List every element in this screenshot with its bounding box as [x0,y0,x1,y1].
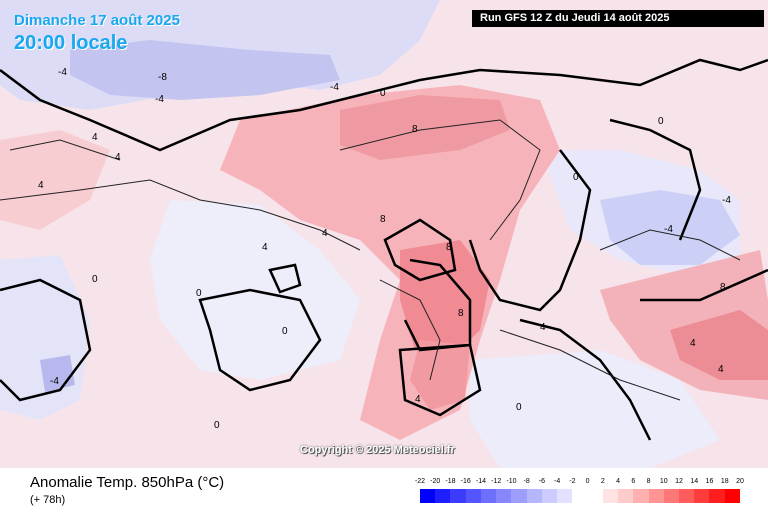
legend-label: -10 [506,478,517,485]
map-label: 8 [720,282,726,293]
warm-core-iceland [340,95,510,160]
map-label: -4 [58,67,67,78]
map-label: -8 [158,72,167,83]
legend-label: -8 [523,478,530,485]
map-label: -4 [50,376,59,387]
legend-swatch [602,489,619,503]
map-label: 0 [214,420,220,431]
map-label: 0 [196,288,202,299]
cold-anomaly-core [70,40,340,100]
warm-core-france [400,240,490,360]
map-label: 0 [516,402,522,413]
legend-label: 2 [600,478,605,485]
map-label: 0 [573,172,579,183]
legend-swatch [450,489,466,503]
legend-label: -18 [445,478,456,485]
map-label: 4 [415,394,421,405]
map-label: 4 [262,242,268,253]
warm-core-iberia [410,340,470,410]
local-time: 20:00 locale [14,32,128,54]
coastlines [0,58,768,441]
legend-label: 10 [659,478,668,485]
map-label: -4 [664,224,673,235]
map-label: 0 [658,116,664,127]
map-label: -4 [155,94,164,105]
legend-label: 12 [675,478,683,485]
legend-swatch [678,489,695,503]
cold-anomaly-mediterranean [470,350,720,468]
legend-swatch [480,489,497,503]
map-label: 8 [412,124,418,135]
map-label: 4 [92,132,98,143]
legend-swatch [587,489,603,503]
anomaly-map: -8 -4 -4 -4 0 4 4 4 4 8 8 8 8 0 0 0 0 4 … [0,0,768,468]
footer-panel: Anomalie Temp. 850hPa (°C) (+ 78h) -22 -2… [0,468,768,512]
legend-swatch [618,489,634,503]
legend-swatch [633,489,649,503]
legend-label: -16 [460,478,471,485]
legend-swatch [465,489,481,503]
cold-anomaly-russia [600,190,740,265]
legend-swatch [572,489,588,503]
map-label: 8 [458,308,464,319]
legend-label: 14 [690,478,699,485]
lead-time: (+ 78h) [30,494,66,506]
anomaly-contours [0,119,741,401]
map-label: 4 [718,364,724,375]
legend-swatch [526,489,542,503]
legend-label: 6 [631,478,636,485]
map-label: 8 [446,242,452,253]
legend-swatch [435,489,451,503]
map-label: 4 [115,152,121,163]
color-scale [420,489,740,503]
legend-label: 8 [646,478,651,485]
legend-swatch [541,489,558,503]
legend-label: -12 [491,478,502,485]
legend-swatch [420,489,436,503]
legend-label: 18 [720,478,729,485]
warm-anomaly-main [220,85,560,440]
map-label: 4 [322,228,328,239]
legend-swatch [694,489,710,503]
legend-label: 16 [705,478,714,485]
map-label: 0 [92,274,98,285]
legend-swatch [511,489,527,503]
forecast-date: Dimanche 17 août 2025 [14,12,180,29]
legend-swatch [648,489,664,503]
map-label: -4 [722,195,731,206]
legend-label: -20 [430,478,441,485]
map-label: 0 [380,88,386,99]
legend-label: -14 [475,478,486,485]
copyright-text: Copyright © 2025 Meteociel.fr [300,444,455,456]
map-label: 4 [38,180,44,191]
legend-label: -4 [554,478,561,485]
legend-label: -6 [538,478,545,485]
legend-label: 0 [585,478,590,485]
legend-swatch [724,489,740,503]
map-label: 4 [540,322,546,333]
run-info: Run GFS 12 Z du Jeudi 14 août 2025 [472,10,764,27]
warm-core-east [670,310,768,380]
legend-labels: -22 -20 -18 -16 -14 -12 -10 -8 -6 -4 -2 0 2 4 6 8 10 12 14… [415,478,744,488]
map-label: 4 [690,338,696,349]
legend-swatch [496,489,512,503]
legend-swatch [663,489,679,503]
legend-label: 20 [736,478,744,485]
contour-labels: -8 -4 -4 -4 0 4 4 4 4 8 8 8 8 0 0 0 0 4 … [38,67,731,431]
map-label: 8 [380,214,386,225]
legend-swatch [557,489,573,503]
legend-swatch [709,489,725,503]
parameter-title: Anomalie Temp. 850hPa (°C) [30,474,225,491]
warm-anomaly-greenland-west [0,130,110,230]
map-label: 0 [282,326,288,337]
legend-label: 4 [616,478,621,485]
map-label: -4 [330,82,339,93]
legend-label: -2 [569,478,576,485]
legend-label: -22 [414,478,426,485]
